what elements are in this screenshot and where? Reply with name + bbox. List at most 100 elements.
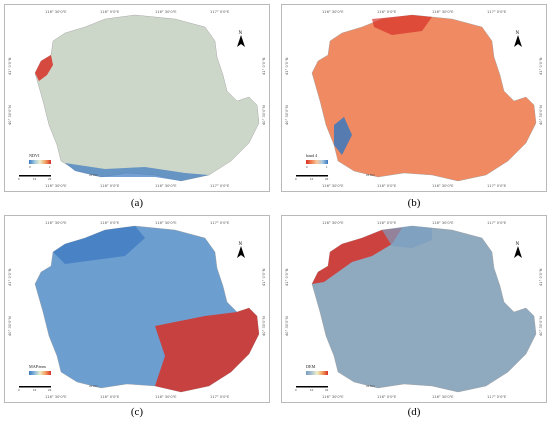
right-tick-0: 41° 0'0"N bbox=[262, 268, 266, 286]
map-panel-b: 116° 30'0"E 116° 0'0"E 116° 30'0"E 117° … bbox=[281, 4, 547, 192]
map-a: 116° 30'0"E 116° 0'0"E 116° 30'0"E 117° … bbox=[8, 10, 266, 188]
top-tick-0: 116° 30'0"E bbox=[322, 221, 344, 225]
scale-tick-d1: 10 bbox=[310, 388, 314, 392]
caption-c: (c) bbox=[130, 406, 144, 418]
region-accent-c1 bbox=[155, 308, 259, 392]
top-tick-0: 116° 30'0"E bbox=[45, 10, 67, 14]
top-tick-3: 117° 0'0"E bbox=[210, 10, 230, 14]
top-tick-3: 117° 0'0"E bbox=[487, 221, 507, 225]
region-accent-b2 bbox=[372, 15, 432, 35]
left-tick-1: 40° 30'0"N bbox=[285, 316, 289, 336]
left-tick-0: 41° 0'0"N bbox=[8, 268, 12, 286]
north-label-d: N bbox=[516, 242, 520, 247]
scale-bar-b: 0 10 20 20 Mm bbox=[295, 173, 375, 181]
top-tick-3: 117° 0'0"E bbox=[210, 221, 230, 225]
scale-tick-a1: 10 bbox=[33, 177, 37, 181]
scale-bar-c: 0 10 20 20 Mm bbox=[18, 384, 98, 392]
caption-b: (b) bbox=[407, 197, 421, 209]
map-b: 116° 30'0"E 116° 0'0"E 116° 30'0"E 117° … bbox=[285, 10, 543, 188]
bottom-tick-2: 116° 30'0"E bbox=[432, 184, 454, 188]
bottom-tick-3: 117° 0'0"E bbox=[210, 184, 230, 188]
graticule-a: 116° 30'0"E 116° 0'0"E 116° 30'0"E 117° … bbox=[8, 10, 266, 188]
scale-tick-c0: 0 bbox=[18, 388, 20, 392]
bottom-tick-3: 117° 0'0"E bbox=[487, 184, 507, 188]
legend-title-a: NDVI bbox=[29, 153, 40, 158]
map-panel-c: 116° 30'0"E 116° 0'0"E 116° 30'0"E 117° … bbox=[4, 215, 270, 403]
scale-tick-b2: 20 bbox=[325, 177, 329, 181]
left-tick-1: 40° 30'0"N bbox=[8, 316, 12, 336]
bottom-tick-0: 116° 30'0"E bbox=[322, 184, 344, 188]
scale-bar-d: 0 10 20 20 Mm bbox=[295, 384, 375, 392]
scale-tick-a2: 20 bbox=[48, 177, 52, 181]
bottom-tick-2: 116° 30'0"E bbox=[432, 395, 454, 399]
region-shape-a bbox=[34, 14, 260, 182]
north-label-b: N bbox=[516, 31, 520, 36]
region-accent-b1 bbox=[334, 117, 352, 155]
map-panel-a: 116° 30'0"E 116° 0'0"E 116° 30'0"E 117° … bbox=[4, 4, 270, 192]
graticule-b: 116° 30'0"E 116° 0'0"E 116° 30'0"E 117° … bbox=[285, 10, 543, 188]
map-panel-d: 116° 30'0"E 116° 0'0"E 116° 30'0"E 117° … bbox=[281, 215, 547, 403]
top-tick-3: 117° 0'0"E bbox=[487, 10, 507, 14]
left-tick-0: 41° 0'0"N bbox=[285, 57, 289, 75]
region-accent-d1 bbox=[312, 228, 402, 284]
region-accent-c2 bbox=[53, 226, 145, 264]
top-tick-1: 116° 0'0"E bbox=[100, 10, 120, 14]
legend-title-b: band 4 bbox=[306, 153, 318, 158]
legend-low-a: 0 bbox=[29, 165, 31, 169]
scale-unit-b: 20 Mm bbox=[366, 173, 375, 177]
bottom-tick-0: 116° 30'0"E bbox=[45, 395, 67, 399]
map-d: 116° 30'0"E 116° 0'0"E 116° 30'0"E 117° … bbox=[285, 221, 543, 399]
north-label-c: N bbox=[239, 242, 243, 247]
right-tick-1: 40° 30'0"N bbox=[539, 316, 543, 336]
bottom-tick-3: 117° 0'0"E bbox=[487, 395, 507, 399]
right-tick-0: 41° 0'0"N bbox=[262, 57, 266, 75]
bottom-tick-1: 116° 0'0"E bbox=[377, 184, 397, 188]
bottom-tick-0: 116° 30'0"E bbox=[45, 184, 67, 188]
legend-b: band 4 0 1 bbox=[306, 153, 328, 169]
map-c: 116° 30'0"E 116° 0'0"E 116° 30'0"E 117° … bbox=[8, 221, 266, 399]
bottom-tick-1: 116° 0'0"E bbox=[377, 395, 397, 399]
right-tick-1: 40° 30'0"N bbox=[262, 105, 266, 125]
bottom-tick-0: 116° 30'0"E bbox=[322, 395, 344, 399]
top-tick-1: 116° 0'0"E bbox=[377, 221, 397, 225]
bottom-tick-2: 116° 30'0"E bbox=[155, 184, 177, 188]
left-tick-0: 41° 0'0"N bbox=[285, 268, 289, 286]
scale-unit-d: 20 Mm bbox=[366, 384, 375, 388]
bottom-tick-2: 116° 30'0"E bbox=[155, 395, 177, 399]
scale-bar-a: 0 10 20 20 Mm bbox=[18, 173, 98, 181]
scale-tick-d2: 20 bbox=[325, 388, 329, 392]
top-tick-0: 116° 30'0"E bbox=[45, 221, 67, 225]
right-tick-1: 40° 30'0"N bbox=[539, 105, 543, 125]
scale-tick-a0: 0 bbox=[18, 177, 20, 181]
region-accent-a1 bbox=[35, 55, 53, 81]
scale-tick-b0: 0 bbox=[295, 177, 297, 181]
scale-tick-d0: 0 bbox=[295, 388, 297, 392]
top-tick-2: 116° 30'0"E bbox=[155, 221, 177, 225]
graticule-c: 116° 30'0"E 116° 0'0"E 116° 30'0"E 117° … bbox=[8, 221, 266, 399]
north-arrow-c: N bbox=[237, 242, 245, 258]
legend-title-d: DEM bbox=[306, 364, 316, 369]
top-tick-2: 116° 30'0"E bbox=[155, 10, 177, 14]
scale-unit-c: 20 Mm bbox=[89, 384, 98, 388]
region-shape-b bbox=[311, 14, 537, 182]
left-tick-0: 41° 0'0"N bbox=[8, 57, 12, 75]
north-label-a: N bbox=[239, 31, 243, 36]
scale-unit-a: 20 Mm bbox=[89, 173, 98, 177]
top-tick-1: 116° 0'0"E bbox=[100, 221, 120, 225]
north-arrow-d: N bbox=[514, 242, 522, 258]
legend-d: DEM bbox=[306, 364, 328, 375]
scale-tick-b1: 10 bbox=[310, 177, 314, 181]
top-tick-2: 116° 30'0"E bbox=[432, 10, 454, 14]
right-tick-0: 41° 0'0"N bbox=[539, 57, 543, 75]
legend-c: MAP/mm bbox=[29, 364, 51, 375]
caption-a: (a) bbox=[130, 197, 144, 209]
region-accent-a2 bbox=[65, 163, 209, 181]
right-tick-0: 41° 0'0"N bbox=[539, 268, 543, 286]
caption-d: (d) bbox=[407, 406, 421, 418]
top-tick-0: 116° 30'0"E bbox=[322, 10, 344, 14]
right-tick-1: 40° 30'0"N bbox=[262, 316, 266, 336]
scale-tick-c2: 20 bbox=[48, 388, 52, 392]
north-arrow-b: N bbox=[514, 31, 522, 47]
legend-a: NDVI 0 1 bbox=[29, 153, 51, 169]
bottom-tick-1: 116° 0'0"E bbox=[100, 395, 120, 399]
